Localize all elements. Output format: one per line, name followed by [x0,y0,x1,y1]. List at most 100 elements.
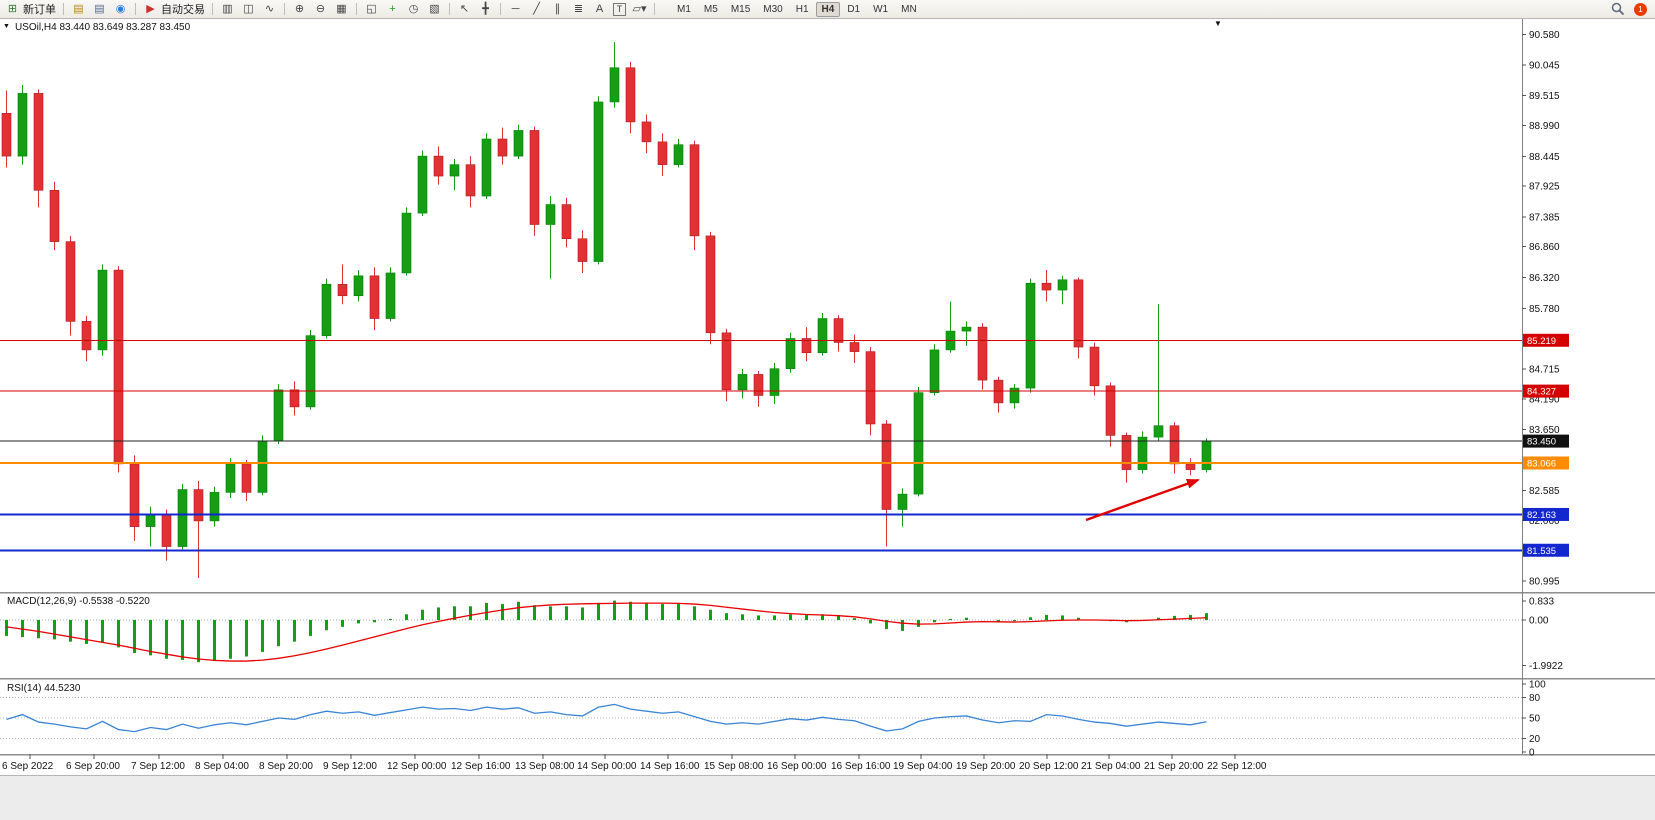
print-button[interactable]: ▤ [89,1,110,17]
indicators-button[interactable]: + [382,1,403,17]
candle-body [369,275,380,319]
rsi-label: RSI(14) 44.5230 [7,683,80,694]
price-badge-value: 82.163 [1527,510,1556,521]
arrow-object[interactable] [1085,478,1200,522]
timeframe-mn-button[interactable]: MN [895,2,923,17]
candle-body [33,93,44,191]
templates-icon: ▧ [429,2,440,15]
toolbar-separator [63,3,64,15]
candle-body [1041,282,1052,291]
timeframe-m5-button[interactable]: M5 [698,2,724,17]
candle-body [609,67,620,103]
rsi-line [6,703,1207,733]
auto-trading-icon: ▶ [146,2,155,15]
line-chart-button[interactable]: ∿ [259,1,280,17]
candle-body [1137,436,1148,470]
timeframe-w1-button[interactable]: W1 [867,2,894,17]
new-order-button[interactable]: ⊞ 新订单 [2,1,59,17]
auto-trading-button[interactable]: ▶ 自动交易 [140,1,208,17]
timeframe-d1-button[interactable]: D1 [841,2,866,17]
tile-windows-button[interactable]: ◱ [361,1,382,17]
candle-body [81,321,92,351]
cursor-button[interactable]: ↖ [454,1,475,17]
candle-body [449,164,460,177]
horizontal-lines-layer[interactable] [0,339,1522,552]
candle-body [657,141,668,165]
horizontal-line-button[interactable]: ─ [505,1,526,17]
shapes-icon: ▱▾ [632,2,647,15]
candle-body [289,389,300,408]
one-click-trading-expander[interactable]: ▼ [3,23,10,30]
candlestick-chart-icon: ◫ [243,2,254,15]
time-axis-label: 15 Sep 08:00 [704,761,764,772]
time-axis-label: 7 Sep 12:00 [131,761,185,772]
candle-body [977,326,988,381]
price-badge-value: 83.450 [1527,437,1556,448]
time-axis-label: 6 Sep 2022 [2,761,54,772]
timeframe-h1-button[interactable]: H1 [790,2,815,17]
timeframe-h4-button[interactable]: H4 [815,1,841,17]
time-axis-label: 16 Sep 16:00 [831,761,891,772]
candle-body [961,326,972,332]
candle-body [881,423,892,510]
candle-body [129,463,140,527]
fibonacci-button[interactable]: ≣ [568,1,589,17]
time-axis[interactable]: 6 Sep 2022 6 Sep 20:00 7 Sep 12:00 8 Sep 04… [2,754,1267,772]
price-axis-label: 84.190 [1529,394,1560,405]
timeframe-m15-button[interactable]: M15 [725,2,756,17]
candle-body [1073,279,1084,348]
crosshair-button[interactable]: ╋ [475,1,496,17]
candle-body [769,368,780,396]
candlestick-chart-button[interactable]: ◫ [238,1,259,17]
time-axis-label: 13 Sep 08:00 [515,761,575,772]
time-axis-label: 21 Sep 04:00 [1081,761,1141,772]
time-axis-label: 9 Sep 12:00 [323,761,377,772]
rsi-axis-label: 50 [1529,714,1541,725]
search-icon[interactable] [1611,2,1625,16]
candle-body [353,275,364,297]
crosshair-icon: ╋ [482,2,489,15]
macd-signal-line [6,602,1207,662]
timeframe-m30-button[interactable]: M30 [757,2,788,17]
candle-body [1169,425,1180,465]
timeframe-toolbar: M1 M5 M15 M30 H1 H4 D1 W1 MN [671,1,923,17]
candle-body [705,235,716,334]
notification-badge[interactable]: 1 [1634,2,1647,16]
indicators-icon: + [389,2,396,15]
text-button[interactable]: A [589,1,610,17]
price-axis-label: 90.045 [1529,61,1560,72]
candle-body [1089,346,1100,387]
price-axis[interactable]: 90.580 90.045 89.515 88.990 88.445 87.925 87.3… [1522,18,1563,759]
trend-arrow-annotation[interactable] [1085,478,1200,522]
macd-indicator-values: -0.5538 -0.5220 [79,596,150,607]
bar-chart-button[interactable]: ▥ [217,1,238,17]
candle-body [1185,463,1196,470]
candle-body [321,284,332,336]
candle-body [225,463,236,493]
channel-button[interactable]: ∥ [547,1,568,17]
price-badges: 85.219 84.327 83.450 83.066 82.163 81.535 [1523,333,1569,557]
rsi-axis-label: 80 [1529,693,1541,704]
zoom-out-button[interactable]: ⊖ [310,1,331,17]
templates-button[interactable]: ▧ [424,1,445,17]
data-preview-button[interactable]: ◉ [110,1,131,17]
timeframe-m1-button[interactable]: M1 [671,2,697,17]
price-axis-label: 90.580 [1529,30,1560,41]
print-icon: ▤ [94,2,105,15]
rsi-axis-label: 0 [1529,748,1535,759]
toolbar-separator [654,3,655,15]
shapes-button[interactable]: ▱▾ [629,1,650,17]
chart-window-button[interactable]: ▤ [68,1,89,17]
periods-button[interactable]: ◷ [403,1,424,17]
candle-body [177,489,188,547]
main-toolbar: ⊞ 新订单 ▤ ▤ ◉ ▶ 自动交易 ▥ ◫ ∿ ⊕ ⊖ ▦ ◱ + ◷ ▧ ↖ ╋ ─ ╱ ∥ ≣ A T ▱▾ M1 M5 M15 M… [0,0,1655,19]
bar-chart-icon: ▥ [222,2,233,15]
text-label-button[interactable]: T [610,1,629,17]
trendline-button[interactable]: ╱ [526,1,547,17]
chart-shift-marker[interactable]: ▼ [1214,19,1222,28]
toolbar-separator [449,3,450,15]
zoom-in-button[interactable]: ⊕ [289,1,310,17]
panel-dividers[interactable] [0,592,1655,756]
grid-button[interactable]: ▦ [331,1,352,17]
